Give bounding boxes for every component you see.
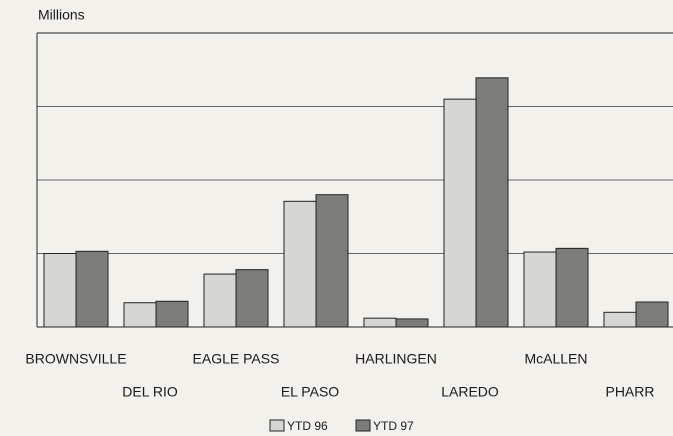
legend-swatch xyxy=(355,419,371,432)
legend-swatch xyxy=(269,419,285,432)
legend-text: YTD 97 xyxy=(373,419,414,433)
bar xyxy=(635,301,669,328)
x-tick-label: EAGLE PASS xyxy=(193,351,280,367)
bar xyxy=(155,300,189,328)
x-tick-label: HARLINGEN xyxy=(355,351,437,367)
bar xyxy=(203,273,237,328)
legend-text: YTD 96 xyxy=(287,419,328,433)
bar xyxy=(315,194,349,328)
bar xyxy=(75,250,109,328)
x-tick-label: McALLEN xyxy=(524,351,587,367)
bar xyxy=(523,251,557,328)
y-axis-label: Millions xyxy=(38,7,85,23)
bar xyxy=(43,253,77,328)
bar xyxy=(235,269,269,328)
x-tick-label: EL PASO xyxy=(281,384,339,400)
x-tick-label: BROWNSVILLE xyxy=(25,351,126,367)
x-tick-label: LAREDO xyxy=(441,384,499,400)
bar xyxy=(395,318,429,328)
bar xyxy=(283,200,317,328)
bar xyxy=(603,311,637,328)
bar xyxy=(555,247,589,328)
x-tick-label: PHARR xyxy=(605,384,654,400)
bar xyxy=(363,317,397,328)
x-tick-label: DEL RIO xyxy=(122,384,178,400)
bar xyxy=(123,302,157,328)
bar xyxy=(443,98,477,328)
bar xyxy=(475,77,509,328)
